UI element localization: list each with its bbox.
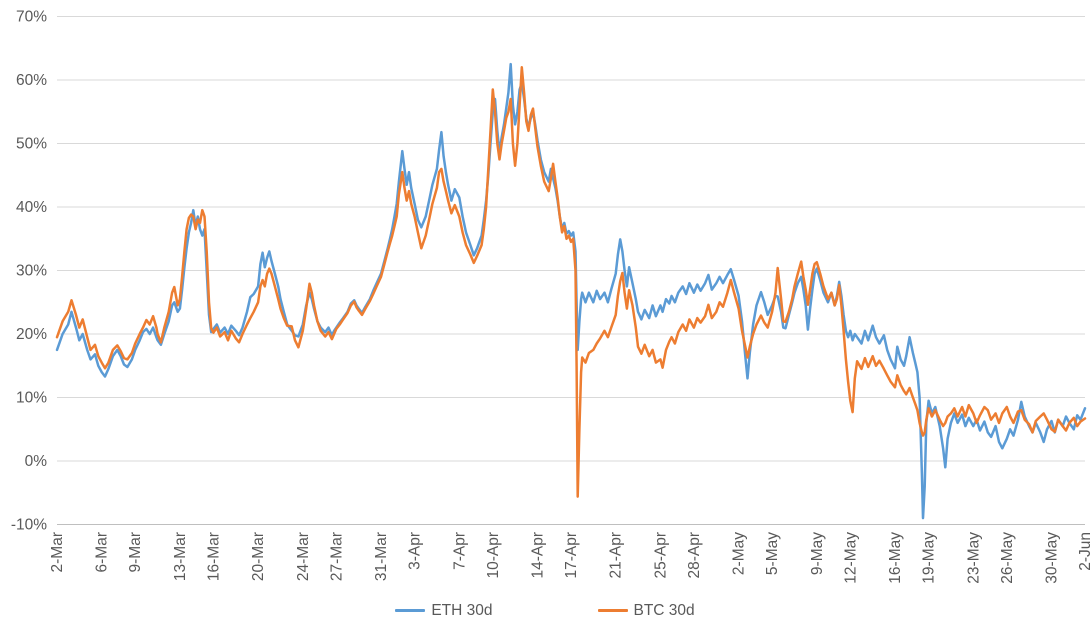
x-tick-label: 23-May bbox=[965, 532, 982, 584]
x-tick-label: 6-Mar bbox=[94, 532, 111, 572]
x-tick-label: 9-Mar bbox=[127, 532, 144, 572]
x-tick-label: 28-Apr bbox=[686, 532, 703, 579]
x-tick-label: 10-Apr bbox=[485, 532, 502, 579]
x-tick-label: 12-May bbox=[842, 532, 859, 584]
y-tick-label: 50% bbox=[16, 136, 47, 153]
y-tick-label: 60% bbox=[16, 72, 47, 89]
btc-series-label: BTC 30d bbox=[633, 602, 695, 619]
x-tick-label: 3-Apr bbox=[407, 532, 424, 570]
x-tick-label: 14-Apr bbox=[529, 532, 546, 579]
x-tick-label: 31-Mar bbox=[373, 532, 390, 581]
y-tick-label: 0% bbox=[25, 453, 48, 470]
eth-30d-series-line bbox=[55, 62, 1087, 520]
x-tick-label: 24-Mar bbox=[295, 532, 312, 581]
x-tick-label: 20-Mar bbox=[250, 532, 267, 581]
x-tick-label: 16-Mar bbox=[205, 532, 222, 581]
x-tick-label: 2-Jun bbox=[1077, 532, 1090, 571]
y-tick-label: 30% bbox=[16, 263, 47, 280]
y-tick-label: -10% bbox=[11, 517, 47, 534]
x-tick-label: 9-May bbox=[809, 532, 826, 575]
btc-30d-series-line bbox=[55, 66, 1087, 498]
plot-area: 70% 60% 50% 40% 30% 20% 10% 0% -10%2-Mar 6-Mar 9-M… bbox=[11, 9, 1090, 584]
x-tick-label: 21-Apr bbox=[608, 532, 625, 579]
x-tick-label: 2-Mar bbox=[49, 532, 66, 572]
eth-series-label: ETH 30d bbox=[431, 602, 493, 619]
x-tick-label: 13-Mar bbox=[172, 532, 189, 581]
x-tick-label: 25-Apr bbox=[652, 532, 669, 579]
btc-series-swatch bbox=[597, 609, 628, 613]
x-tick-label: 19-May bbox=[921, 532, 938, 584]
y-tick-label: 70% bbox=[16, 9, 47, 26]
x-tick-label: 16-May bbox=[887, 532, 904, 584]
chart-legend: ETH 30d BTC 30d bbox=[0, 603, 1090, 619]
y-tick-label: 40% bbox=[16, 199, 47, 216]
y-tick-label: 20% bbox=[16, 326, 47, 343]
x-tick-label: 7-Apr bbox=[451, 532, 468, 570]
x-tick-label: 30-May bbox=[1043, 532, 1060, 584]
x-tick-label: 27-Mar bbox=[328, 532, 345, 581]
legend-item-btc-30d: BTC 30d bbox=[597, 602, 695, 619]
legend-item-eth-30d: ETH 30d bbox=[395, 602, 493, 619]
x-tick-label: 26-May bbox=[999, 532, 1016, 584]
eth-series-swatch bbox=[395, 609, 426, 613]
y-tick-label: 10% bbox=[16, 390, 47, 407]
x-tick-label: 17-Apr bbox=[563, 532, 580, 579]
x-tick-label: 5-May bbox=[764, 532, 781, 575]
x-tick-label: 2-May bbox=[731, 532, 748, 575]
